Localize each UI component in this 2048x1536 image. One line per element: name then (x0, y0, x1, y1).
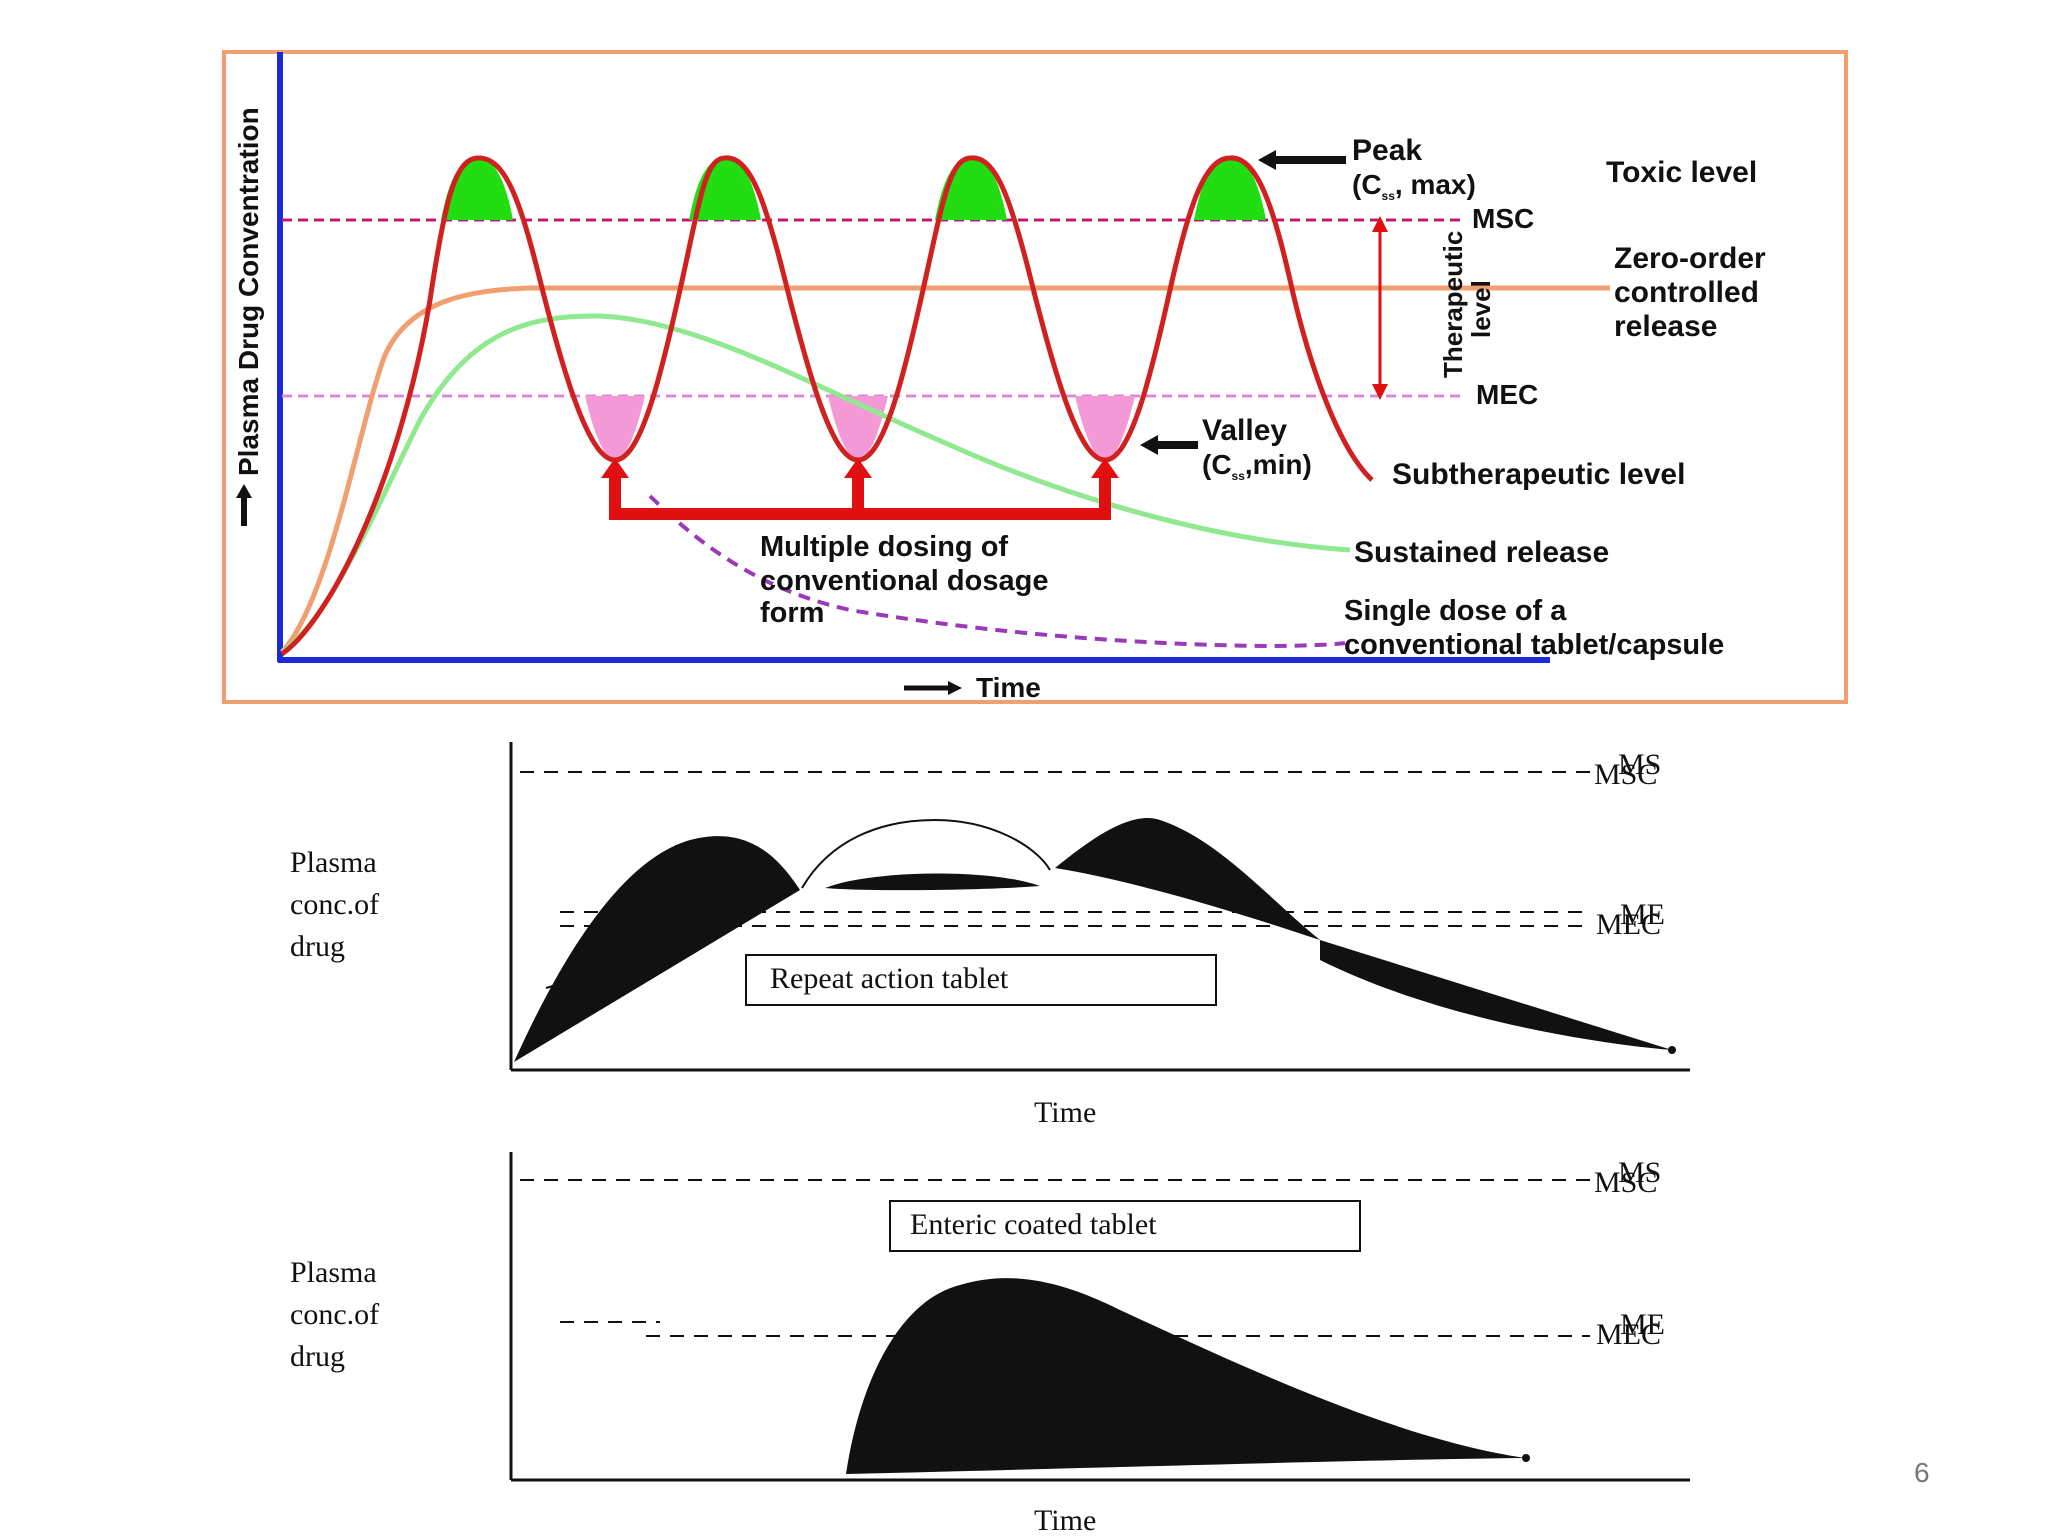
subtherapeutic-label: Subtherapeutic level (1392, 458, 1685, 491)
repeat-mec-label: MEC (1596, 908, 1661, 941)
therapeutic-range-arrow (1372, 216, 1388, 400)
enteric-title-box (889, 1200, 1361, 1252)
therapeutic-label-2: level (1466, 280, 1496, 338)
enteric-area (846, 1278, 1526, 1474)
enteric-mec-label-over: ME (1620, 1308, 1665, 1341)
peak-fill-4 (1194, 157, 1266, 220)
valley-fill-1 (585, 396, 645, 460)
zero-order-label-3: release (1614, 310, 1717, 343)
svg-text:Time: Time (976, 672, 1041, 703)
enteric-end-dot (1522, 1454, 1530, 1462)
zero-order-line (280, 285, 1610, 654)
enteric-msc-label: MSC (1594, 1166, 1657, 1199)
enteric-xlabel: Time (1034, 1504, 1096, 1536)
repeat-mec-label-over: ME (1620, 898, 1665, 931)
top-chart: Peak (Css, max) MSC Toxic level Zero-ord… (222, 50, 1848, 704)
repeat-msc-label-over: MS (1618, 748, 1661, 781)
repeat-title: Repeat action tablet (770, 962, 1009, 995)
single-dose-label-1: Single dose of a (1344, 595, 1567, 627)
peak-sub-label: (Css, max) (1352, 169, 1476, 203)
multiple-dosing-label-1: Multiple dosing of (760, 531, 1008, 563)
repeat-msc-label: MSC (1594, 758, 1657, 791)
enteric-chart: Enteric coated tablet Plasma conc.of dru… (290, 1152, 1690, 1536)
repeat-area-2 (1055, 818, 1672, 1050)
top-chart-frame (222, 50, 1848, 704)
valley-fill-3 (1075, 396, 1135, 460)
enteric-mec-label: MEC (1596, 1318, 1661, 1351)
sustained-line (280, 313, 1351, 655)
repeat-area-1 (514, 836, 800, 1062)
svg-text:Plasma Drug Conventration: Plasma Drug Conventration (233, 107, 264, 476)
zero-order-label-2: controlled (1614, 276, 1759, 309)
top-xlabel: Time (904, 672, 1041, 703)
multiple-dosing-line (280, 155, 1374, 657)
mec-label: MEC (1476, 379, 1538, 410)
msc-label: MSC (1472, 203, 1534, 234)
multiple-dosing-label-3: form (760, 597, 824, 629)
enteric-ylabel-3: drug (290, 1340, 345, 1373)
zero-order-label-1: Zero-order (1614, 242, 1766, 275)
repeat-ylabel-2: conc.of (290, 888, 379, 921)
repeat-action-chart: Repeat action tablet Plasma conc.of drug… (290, 742, 1690, 1129)
repeat-ylabel-1: Plasma (290, 846, 377, 879)
repeat-title-box (745, 954, 1217, 1006)
sustained-label: Sustained release (1354, 536, 1609, 569)
single-dose-label-2: conventional tablet/capsule (1344, 629, 1724, 661)
repeat-end-dot (1668, 1046, 1676, 1054)
dosing-arrows (601, 458, 1119, 520)
repeat-mid-blob (825, 873, 1040, 891)
enteric-ylabel-2: conc.of (290, 1298, 379, 1331)
single-dose-line (648, 494, 1346, 649)
enteric-ylabel-1: Plasma (290, 1256, 377, 1289)
multiple-dosing-label-2: conventional dosage (760, 565, 1048, 597)
repeat-ylabel-3: drug (290, 930, 345, 963)
repeat-xlabel: Time (1034, 1096, 1096, 1129)
repeat-stub-dash (545, 983, 561, 989)
valley-arrow (1140, 435, 1198, 455)
valley-sub-label: (Css,min) (1202, 449, 1312, 483)
slide-number: 6 (1914, 1457, 1930, 1488)
repeat-arc (801, 818, 1051, 889)
enteric-msc-label-over: MS (1618, 1156, 1661, 1189)
peak-label: Peak (1352, 134, 1422, 167)
enteric-title: Enteric coated tablet (910, 1208, 1157, 1241)
top-ylabel: Plasma Drug Conventration (233, 107, 264, 526)
therapeutic-label-1: Therapeutic (1438, 231, 1468, 378)
valley-label: Valley (1202, 414, 1287, 447)
toxic-level-label: Toxic level (1606, 156, 1757, 189)
peak-arrow (1258, 150, 1346, 170)
